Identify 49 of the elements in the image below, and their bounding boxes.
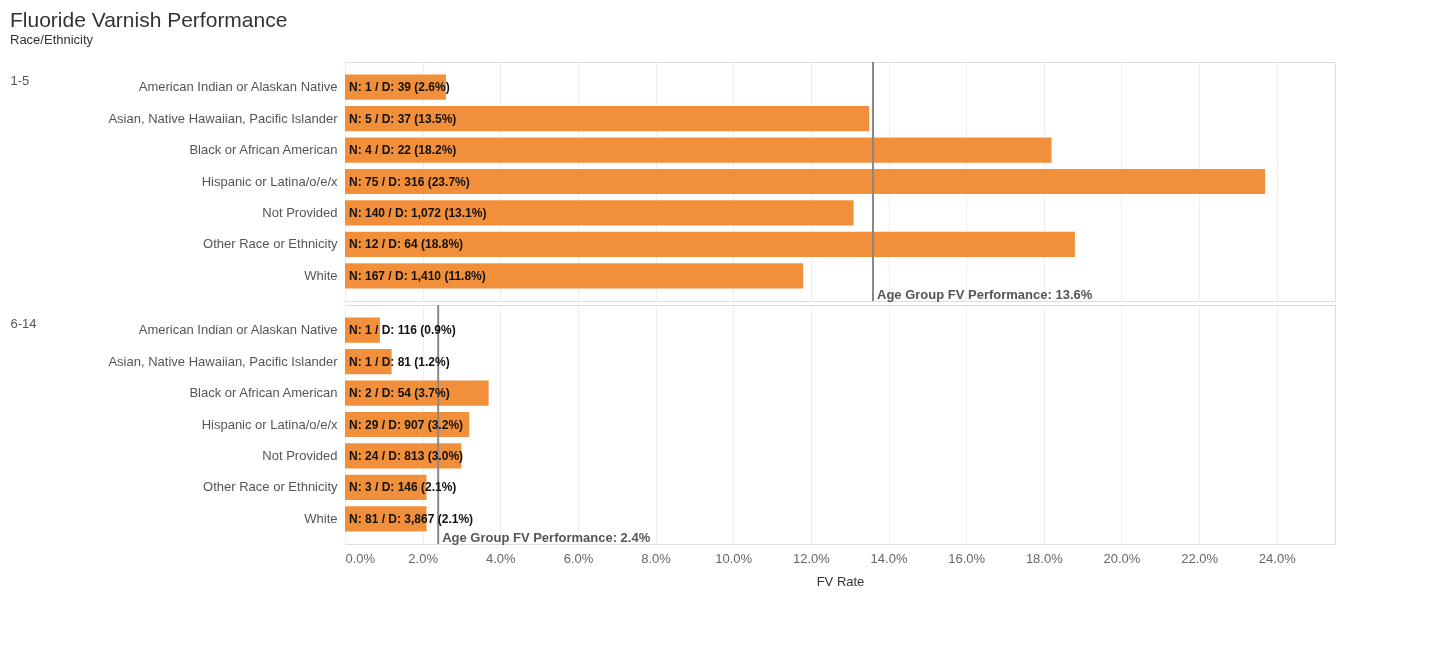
y-tick-label: Not Provided (262, 204, 338, 220)
x-tick-label: 18.0% (1025, 550, 1064, 566)
y-tick-label: Other Race or Ethnicity (203, 236, 338, 252)
x-tick-label: 10.0% (715, 550, 753, 566)
y-tick-label: Black or African American (189, 142, 338, 158)
x-tick-label: 14.0% (870, 550, 908, 566)
data-label: N: 29 / D: 907 (3.2%) (349, 417, 464, 432)
bar (345, 137, 1052, 163)
data-label: N: 2 / D: 54 (3.7%) (349, 386, 450, 401)
x-tick-label: 2.0% (408, 550, 439, 566)
x-tick-label: 24.0% (1258, 550, 1297, 566)
y-tick-label: Asian, Native Hawaiian, Pacific Islander (108, 353, 339, 369)
ref-line-label: Age Group FV Performance: 13.6% (877, 287, 1093, 303)
y-tick-label: White (304, 510, 338, 526)
y-axis-title: 6-14 (10, 315, 37, 331)
data-label: N: 140 / D: 1,072 (13.1%) (349, 205, 487, 220)
bar (345, 263, 804, 289)
y-tick-label: Black or African American (189, 385, 338, 401)
y-tick-label: Not Provided (262, 447, 338, 463)
data-label: N: 1 / D: 116 (0.9%) (349, 323, 456, 338)
y-tick-label: American Indian or Alaskan Native (138, 79, 338, 95)
bar (345, 231, 1075, 257)
x-tick-label: 20.0% (1103, 550, 1141, 566)
y-tick-label: Hispanic or Latina/o/e/x (201, 416, 338, 432)
bar (345, 106, 870, 132)
y-tick-label: Other Race or Ethnicity (203, 479, 338, 495)
y-tick-label: Asian, Native Hawaiian, Pacific Islander (108, 110, 339, 126)
text: Race/Ethnicity (10, 32, 94, 47)
x-tick-label: 12.0% (792, 550, 831, 566)
x-tick-label: 16.0% (948, 550, 986, 566)
data-label: N: 12 / D: 64 (18.8%) (349, 237, 464, 252)
x-axis-title: FV Rate (816, 573, 865, 589)
y-tick-label: Hispanic or Latina/o/e/x (201, 173, 338, 189)
data-label: N: 75 / D: 316 (23.7%) (349, 174, 470, 189)
bar (345, 168, 1266, 195)
y-axis-title: 1-5 (10, 72, 30, 88)
x-tick-label: 4.0% (485, 550, 517, 566)
y-tick-label: White (304, 267, 338, 283)
y-tick-label: American Indian or Alaskan Native (138, 322, 338, 338)
bar (345, 200, 854, 226)
text: Fluoride Varnish Performance (10, 8, 288, 31)
x-tick-label: 0.0% (345, 550, 376, 566)
ref-line-label: Age Group FV Performance: 2.4% (442, 530, 651, 546)
x-tick-label: 22.0% (1181, 550, 1219, 566)
x-tick-label: 8.0% (641, 550, 672, 566)
data-label: N: 4 / D: 22 (18.2%) (349, 143, 457, 158)
data-label: N: 5 / D: 37 (13.5%) (349, 111, 457, 126)
data-label: N: 167 / D: 1,410 (11.8%) (349, 268, 486, 283)
x-tick-label: 6.0% (563, 550, 594, 566)
